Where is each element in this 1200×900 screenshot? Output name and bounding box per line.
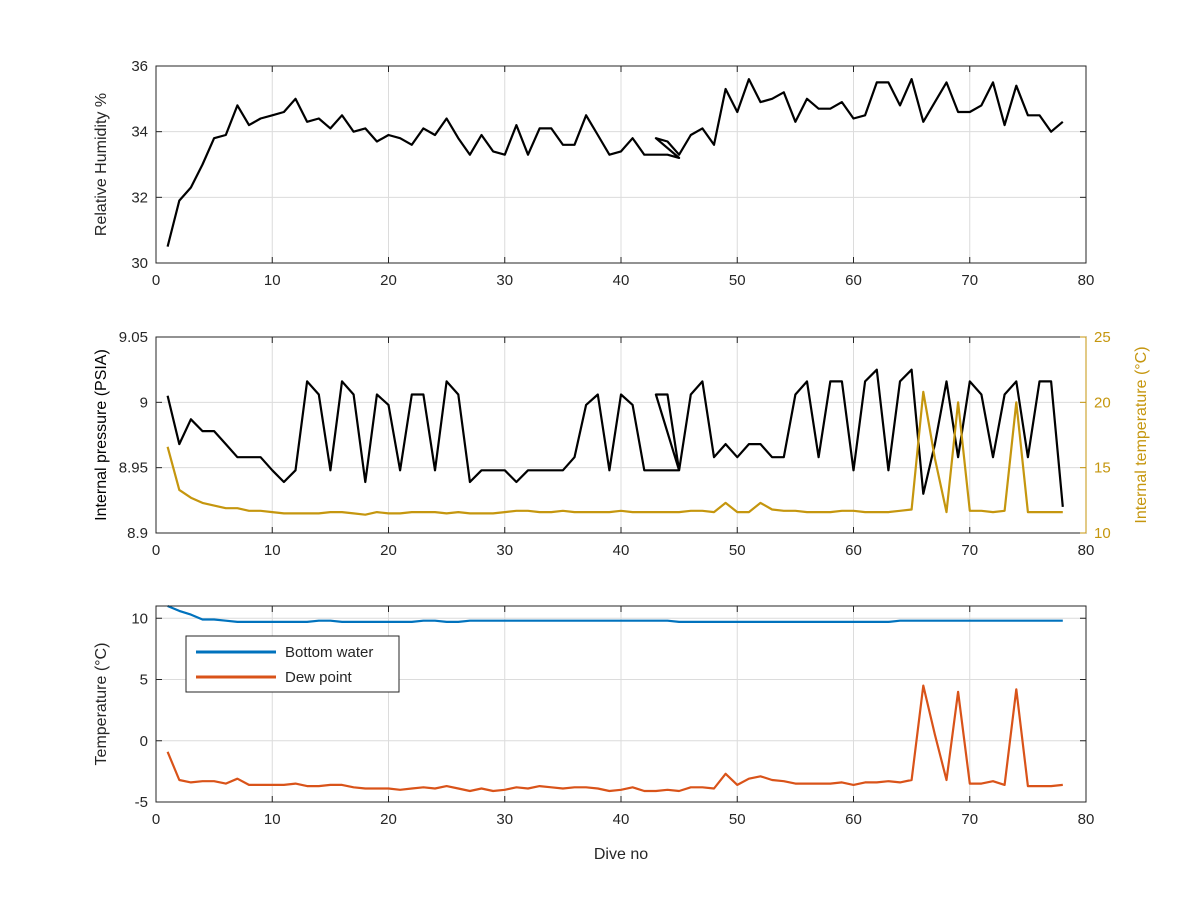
legend: Bottom water Dew point [185,635,400,693]
x-tick-label: 30 [496,542,513,559]
x-tick-label: 60 [845,272,862,289]
legend-label-dew-point: Dew point [285,669,353,686]
dew-point-line [166,684,1063,793]
y-tick-label: -5 [135,794,148,811]
x-tick-label: 80 [1078,811,1095,828]
right-y-tick-label: 10 [1094,525,1111,542]
x-tick-label: 30 [496,811,513,828]
y-tick-label: 0 [140,733,148,750]
right-y-axis-label: Internal temperature (°C) [1133,346,1150,523]
x-tick-label: 30 [496,272,513,289]
bottom-water-line [167,604,1063,624]
y-tick-label: 5 [140,672,148,689]
series-0-line [166,368,1064,508]
humidity-panel: 0 10 20 30 40 50 60 70 80 30 32 34 36 Relative Humidi… [93,58,1094,289]
x-tick-label: 60 [845,811,862,828]
y-tick-label: 8.95 [119,460,148,477]
y-tick-label: 32 [131,189,148,206]
legend-label-bottom-water: Bottom water [285,644,373,661]
x-tick-label: 10 [264,272,281,289]
x-tick-label: 50 [729,811,746,828]
y-tick-label: 9.05 [119,329,148,346]
right-y-tick-label: 25 [1094,329,1111,346]
x-tick-label: 10 [264,542,281,559]
x-tick-label: 40 [613,542,630,559]
y-axis-label: Internal pressure (PSIA) [93,349,110,521]
legend-box [185,635,400,693]
x-tick-label: 40 [613,811,630,828]
x-tick-label: 20 [380,272,397,289]
pressure-temperature-panel: 0 10 20 30 40 50 60 70 80 8.9 8.95 9 9.05 10 15 20 25 Int… [93,329,1150,559]
x-tick-label: 70 [961,542,978,559]
x-tick-label: 50 [729,272,746,289]
y-tick-label: 8.9 [127,525,148,542]
x-tick-label: 40 [613,272,630,289]
x-tick-label: 60 [845,542,862,559]
x-tick-label: 70 [961,811,978,828]
y-tick-label: 34 [131,124,148,141]
y-tick-label: 30 [131,255,148,272]
x-tick-label: 20 [380,542,397,559]
x-tick-label: 0 [152,811,160,828]
y-tick-label: 9 [140,394,148,411]
x-tick-label: 0 [152,272,160,289]
y-tick-label: 36 [131,58,148,75]
x-tick-label: 70 [961,272,978,289]
y-axis-label: Temperature (°C) [93,643,110,766]
series-0-line [166,77,1064,247]
right-y-tick-label: 15 [1094,460,1111,477]
x-tick-label: 10 [264,811,281,828]
x-tick-label: 80 [1078,542,1095,559]
x-axis-label: Dive no [594,846,648,863]
y-tick-label: 10 [131,610,148,627]
x-tick-label: 20 [380,811,397,828]
y-axis-label: Relative Humidity % [93,93,110,236]
x-tick-label: 80 [1078,272,1095,289]
x-tick-label: 50 [729,542,746,559]
right-y-tick-label: 20 [1094,394,1111,411]
series-1-line [166,390,1063,516]
x-tick-label: 0 [152,542,160,559]
